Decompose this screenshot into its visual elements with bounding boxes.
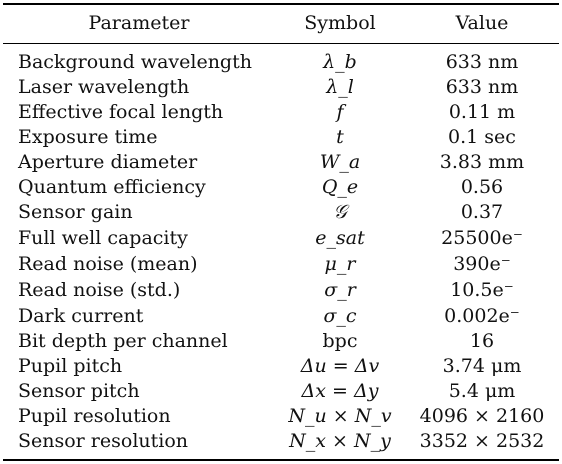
table-row: Quantum efficiency Q_e 0.56 <box>0 174 562 199</box>
table-row: Sensor gain 𝒢 0.37 <box>0 199 562 224</box>
row-parameter: Bit depth per channel <box>18 329 228 352</box>
row-parameter: Exposure time <box>18 125 158 148</box>
table-row: Exposure time t 0.1 sec <box>0 124 562 149</box>
row-parameter: Quantum efficiency <box>18 175 206 198</box>
table-row: Bit depth per channel bpc 16 <box>0 328 562 353</box>
row-symbol: Q_e <box>321 175 359 198</box>
row-value: 10.5e⁻ <box>450 278 514 301</box>
row-symbol: Δu = Δv <box>300 354 380 377</box>
row-parameter: Full well capacity <box>18 226 188 249</box>
table-row: Aperture diameter W_a 3.83 mm <box>0 149 562 174</box>
row-value: 633 nm <box>445 75 519 98</box>
row-value: 3.74 μm <box>442 354 522 377</box>
row-value: 4096 × 2160 <box>419 404 545 427</box>
row-symbol: μ_r <box>324 252 356 275</box>
table-header: Parameter Symbol Value <box>0 8 562 38</box>
bottom-rule <box>3 459 559 461</box>
row-parameter: Background wavelength <box>18 50 252 73</box>
row-parameter: Sensor resolution <box>18 429 189 452</box>
row-symbol: f <box>336 100 344 123</box>
row-parameter: Sensor pitch <box>18 379 140 402</box>
header-symbol: Symbol <box>304 12 376 34</box>
row-parameter: Effective focal length <box>18 100 224 123</box>
row-symbol: σ_r <box>324 278 356 301</box>
row-value: 3352 × 2532 <box>419 429 545 452</box>
header-rule <box>3 43 559 44</box>
table-row: Dark current σ_c 0.002e⁻ <box>0 303 562 328</box>
row-value: 633 nm <box>445 50 519 73</box>
row-parameter: Dark current <box>18 304 144 327</box>
table-row: Read noise (std.) σ_r 10.5e⁻ <box>0 277 562 302</box>
row-symbol: bpc <box>322 329 358 352</box>
row-parameter: Pupil resolution <box>18 404 171 427</box>
table-row: Pupil resolution N_u × N_v 4096 × 2160 <box>0 403 562 428</box>
table-row: Laser wavelength λ_l 633 nm <box>0 74 562 99</box>
row-symbol: 𝒢 <box>333 200 347 223</box>
table-row: Sensor resolution N_x × N_y 3352 × 2532 <box>0 428 562 453</box>
row-symbol: e_sat <box>315 226 365 249</box>
row-value: 5.4 μm <box>448 379 516 402</box>
table-row: Background wavelength λ_b 633 nm <box>0 49 562 74</box>
row-value: 16 <box>469 329 495 352</box>
row-symbol: W_a <box>319 150 361 173</box>
row-value: 0.11 m <box>448 100 516 123</box>
row-symbol: N_u × N_v <box>288 404 392 427</box>
row-symbol: N_x × N_y <box>289 429 391 452</box>
row-symbol: λ_b <box>323 50 357 73</box>
row-symbol: t <box>336 125 344 148</box>
table-row: Read noise (mean) μ_r 390e⁻ <box>0 251 562 276</box>
row-parameter: Sensor gain <box>18 200 133 223</box>
row-value: 0.002e⁻ <box>444 304 520 327</box>
header-parameter: Parameter <box>88 12 190 34</box>
row-value: 0.37 <box>460 200 504 223</box>
table-row: Sensor pitch Δx = Δy 5.4 μm <box>0 378 562 403</box>
row-symbol: Δx = Δy <box>301 379 379 402</box>
table-row: Full well capacity e_sat 25500e⁻ <box>0 225 562 250</box>
row-symbol: λ_l <box>326 75 354 98</box>
row-value: 3.83 mm <box>439 150 525 173</box>
row-value: 0.1 sec <box>448 125 516 148</box>
table-row: Effective focal length f 0.11 m <box>0 99 562 124</box>
row-symbol: σ_c <box>323 304 357 327</box>
row-value: 390e⁻ <box>453 252 511 275</box>
row-parameter: Read noise (mean) <box>18 252 198 275</box>
row-value: 0.56 <box>460 175 504 198</box>
row-parameter: Laser wavelength <box>18 75 190 98</box>
row-parameter: Read noise (std.) <box>18 278 181 301</box>
table-row: Pupil pitch Δu = Δv 3.74 μm <box>0 353 562 378</box>
row-parameter: Aperture diameter <box>18 150 198 173</box>
row-parameter: Pupil pitch <box>18 354 123 377</box>
top-rule <box>3 3 559 5</box>
header-value: Value <box>455 12 509 34</box>
row-value: 25500e⁻ <box>441 226 523 249</box>
